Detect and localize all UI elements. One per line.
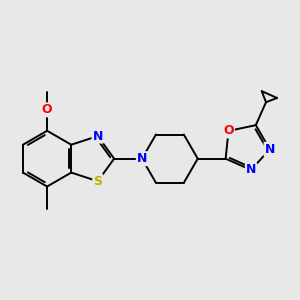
Text: O: O: [223, 124, 234, 137]
Text: N: N: [93, 130, 103, 142]
Text: S: S: [93, 175, 102, 188]
Text: N: N: [246, 164, 256, 176]
Text: O: O: [42, 103, 52, 116]
Text: N: N: [265, 143, 275, 156]
Text: N: N: [137, 152, 147, 165]
